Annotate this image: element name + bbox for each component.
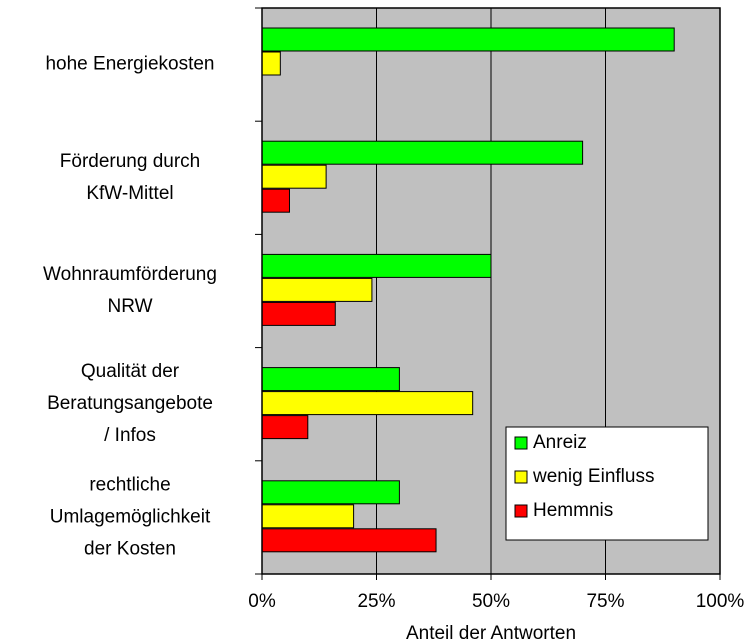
bar (261, 277, 373, 302)
bar (261, 504, 355, 529)
bar (261, 140, 584, 165)
y-tick-label: rechtliche (89, 474, 170, 495)
legend (505, 426, 709, 541)
y-tick-label: Beratungsangebote (47, 393, 213, 414)
y-tick-label: Umlagemöglichkeit (50, 506, 211, 527)
bar (261, 27, 675, 52)
bar (261, 480, 400, 505)
x-axis-title: Anteil der Antworten (406, 623, 576, 644)
bar (261, 164, 327, 189)
bar (261, 188, 290, 213)
x-tick-label: 75% (586, 591, 624, 612)
x-tick-label: 100% (696, 591, 745, 612)
y-tick-label: Qualität der (81, 361, 180, 382)
bar (261, 51, 281, 76)
y-tick-label: der Kosten (84, 538, 176, 559)
x-tick-label: 0% (248, 591, 276, 612)
bar (261, 253, 492, 278)
y-tick-label: NRW (107, 296, 152, 317)
x-tick-label: 50% (472, 591, 510, 612)
bar (261, 301, 336, 326)
y-tick-label: / Infos (104, 425, 156, 446)
legend-label: Hemmnis (533, 500, 613, 521)
bar (261, 415, 309, 440)
y-tick-label: KfW-Mittel (86, 183, 173, 204)
legend-swatch (514, 470, 528, 484)
plot-border (261, 7, 721, 575)
y-tick-label: Wohnraumförderung (43, 264, 217, 285)
legend-label: Anreiz (533, 432, 587, 453)
bar (261, 367, 400, 392)
y-tick-label: Förderung durch (60, 151, 200, 172)
x-tick-label: 25% (357, 591, 395, 612)
legend-label: wenig Einfluss (532, 466, 654, 487)
bar (261, 391, 474, 416)
legend-swatch (514, 504, 528, 518)
y-tick-label: hohe Energiekosten (45, 54, 214, 75)
legend-swatch (514, 436, 528, 450)
bar (261, 528, 437, 553)
